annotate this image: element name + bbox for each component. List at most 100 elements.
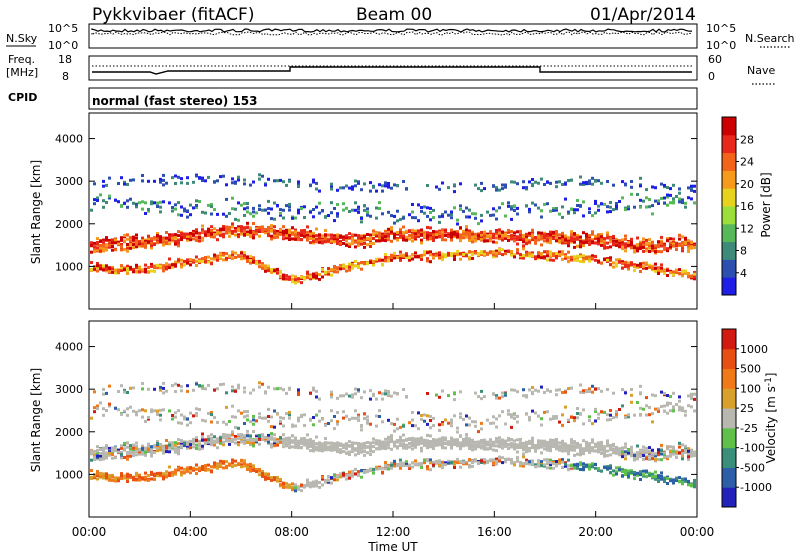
velocity-cell — [285, 412, 288, 416]
velocity-cell — [102, 392, 105, 396]
power-cell — [579, 182, 582, 186]
power-cell — [516, 230, 519, 234]
power-cell — [345, 206, 348, 210]
velocity-cell — [522, 455, 525, 459]
velocity-cell — [207, 411, 210, 415]
velocity-cell — [603, 449, 606, 453]
power-cell — [336, 242, 339, 246]
velocity-cell — [123, 388, 126, 392]
power-cell — [612, 208, 615, 212]
velocity-cell — [579, 383, 582, 387]
velocity-cell — [129, 451, 132, 455]
power-cell — [348, 265, 351, 269]
power-cell — [297, 182, 300, 186]
power-cell — [525, 204, 528, 208]
power-cell — [387, 257, 390, 261]
power-cell — [630, 185, 633, 189]
velocity-cell — [135, 444, 138, 448]
power-cell — [633, 265, 636, 269]
power-cell — [126, 199, 129, 203]
power-cell — [330, 187, 333, 191]
power-cell — [267, 269, 270, 273]
power-cell — [603, 202, 606, 206]
velocity-cell — [96, 454, 99, 458]
velocity-cell — [471, 448, 474, 452]
power-cell — [363, 262, 366, 265]
power-cell — [141, 179, 144, 183]
velocity-cell — [162, 381, 165, 385]
velocity-cell — [198, 444, 201, 448]
velocity-cell — [462, 417, 465, 421]
velocity-cell — [429, 444, 432, 448]
power-cell — [90, 261, 93, 264]
power-cell — [558, 252, 561, 256]
velocity-cell — [582, 439, 585, 443]
velocity-cell — [201, 465, 204, 469]
power-cell — [306, 225, 309, 229]
velocity-cell — [354, 409, 357, 413]
velocity-cell — [600, 446, 603, 450]
velocity-cell — [381, 441, 384, 445]
velocity-cell — [315, 395, 318, 399]
power-cell — [267, 232, 270, 236]
velocity-cell — [255, 419, 258, 423]
velocity-cell — [240, 463, 243, 467]
power-cell — [279, 178, 282, 182]
velocity-cell — [93, 410, 96, 414]
power-cell — [621, 196, 624, 200]
power-cell — [660, 250, 663, 254]
velocity-cell — [591, 384, 594, 388]
velocity-cell — [537, 459, 540, 463]
power-cell — [141, 200, 144, 204]
power-cell — [330, 201, 333, 205]
velocity-cell — [531, 409, 534, 413]
velocity-cell — [381, 471, 384, 475]
velocity-cell — [486, 447, 489, 451]
power-cell — [246, 233, 249, 236]
power-cell — [441, 214, 444, 218]
power-cell — [507, 201, 510, 205]
power-cell — [675, 248, 678, 251]
velocity-cell — [222, 440, 225, 444]
power-cell — [162, 267, 165, 271]
velocity-cell — [108, 477, 111, 481]
velocity-cell — [408, 438, 411, 441]
velocity-cell — [321, 443, 324, 447]
velocity-cell — [243, 434, 246, 438]
power-cell — [483, 230, 486, 234]
velocity-cell — [120, 472, 123, 476]
power-cell — [282, 216, 285, 220]
power-cell — [495, 230, 498, 234]
velocity-cell — [453, 439, 456, 443]
velocity-cell — [375, 447, 378, 451]
power-cell — [630, 239, 633, 243]
velocity-cell — [165, 473, 168, 477]
velocity-cell — [444, 438, 447, 442]
velocity-cell — [96, 477, 99, 481]
power-cell — [405, 229, 408, 233]
velocity-cell — [333, 427, 336, 431]
velocity-cell — [309, 483, 312, 487]
velocity-cell — [411, 444, 414, 447]
power-cell — [546, 254, 549, 258]
power-cell — [228, 227, 231, 230]
freq-panel — [88, 55, 698, 81]
power-cell — [270, 268, 273, 272]
power-cell — [105, 248, 108, 252]
power-cell — [171, 234, 174, 238]
power-cell — [474, 216, 477, 220]
velocity-cell — [546, 443, 549, 447]
power-cell — [264, 267, 267, 271]
power-cell — [366, 243, 369, 247]
power-cell — [561, 252, 564, 256]
velocity-cell — [156, 447, 159, 451]
velocity-cell — [384, 445, 387, 449]
power-cell — [168, 235, 171, 239]
power-cell — [213, 227, 216, 231]
velocity-cell — [603, 445, 606, 449]
power-cell — [471, 240, 474, 244]
power-colorbar-tick-label: 4 — [740, 267, 747, 280]
velocity-cell — [285, 444, 288, 448]
power-cell — [690, 244, 693, 248]
power-cell — [168, 257, 171, 261]
